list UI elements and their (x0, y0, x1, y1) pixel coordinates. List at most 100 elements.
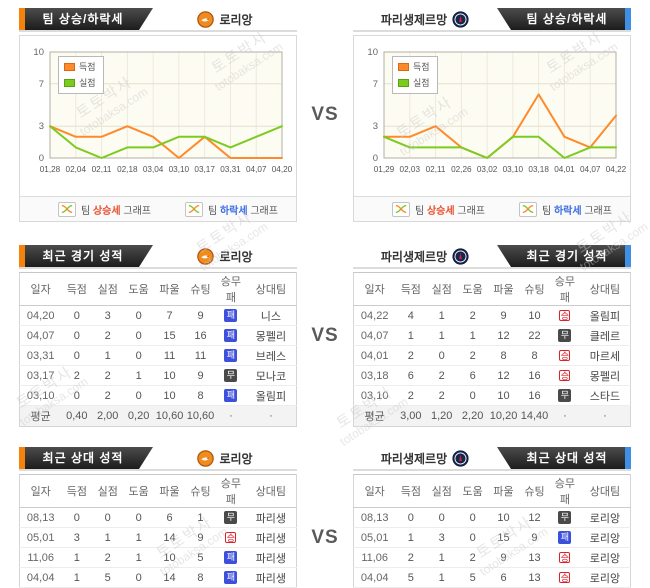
chart-legend: 득점 실점 (58, 56, 104, 94)
stat-cell: 0 (457, 507, 489, 528)
svg-text:03,02: 03,02 (477, 165, 498, 174)
score-legend-label: 득점 (413, 62, 430, 72)
stat-cell: 스타드 (579, 385, 631, 406)
accent-bar-blue (625, 245, 631, 267)
recent-tab-label: 최근 경기 성적 (497, 245, 625, 267)
column-header: 도움 (123, 272, 155, 306)
stat-cell: 올림피 (579, 305, 631, 326)
stat-cell: 로리앙 (579, 547, 631, 568)
stat-cell: 마르세 (579, 345, 631, 366)
column-header: 파울 (154, 474, 185, 508)
stat-cell: 8 (488, 345, 520, 366)
result-cell: 패 (215, 567, 246, 588)
column-header: 상대팀 (579, 272, 631, 306)
stat-cell: 6 (457, 365, 489, 386)
stat-cell: 0 (123, 305, 155, 326)
table-row: 11,06 2 1 2 9 13 승 로리앙 (353, 547, 631, 568)
table-row: 04,01 2 0 2 8 8 승 마르세 (353, 345, 631, 366)
column-header: 일자 (353, 272, 396, 306)
stat-cell: 11,06 (353, 547, 396, 568)
accent-bar-orange (19, 8, 25, 30)
recent-right-block: 파리생제르망 최근 경기 성적 일자 득점 실점 도움 파울 슈팅 승무패 상대팀 04,22… (353, 245, 631, 427)
table-row: 05,01 3 1 1 14 9 승 파리생 (19, 527, 297, 548)
stat-cell: 1 (426, 325, 458, 346)
result-cell: 패 (215, 305, 246, 326)
result-badge-loss: 패 (224, 349, 238, 362)
stat-cell: 9 (185, 527, 216, 548)
stat-cell: 22 (519, 325, 550, 346)
svg-text:10: 10 (33, 47, 44, 58)
stat-cell: 10 (154, 547, 185, 568)
trend-left-block: 팀 상승/하락세 로리앙 0 3 7 10 01,28 02,04 02,11 02,18 03… (19, 8, 297, 222)
trend-left-header: 팀 상승/하락세 로리앙 (19, 8, 297, 32)
stat-cell: 로리앙 (579, 567, 631, 588)
stat-cell: 10 (519, 305, 550, 326)
table-row: 03,31 0 1 0 11 11 패 브레스 (19, 345, 297, 366)
stat-cell: 16 (185, 325, 216, 346)
svg-text:03,31: 03,31 (220, 165, 241, 174)
h2h-right-block: 파리생제르망 최근 상대 성적 일자 득점 실점 도움 파울 슈팅 승무패 상대팀 08,13… (353, 447, 631, 588)
column-header: 일자 (19, 474, 62, 508)
stat-cell: 1 (92, 527, 124, 548)
stat-cell: 16 (519, 385, 550, 406)
column-header: 득점 (395, 474, 427, 508)
result-badge-loss: 패 (558, 531, 572, 544)
svg-text:7: 7 (39, 79, 44, 90)
column-header: 실점 (92, 272, 124, 306)
stat-cell: 클레르 (579, 325, 631, 346)
result-cell: 패 (215, 325, 246, 346)
average-cell: 평균 (19, 405, 62, 427)
average-cell: 10,60 (154, 405, 186, 427)
h2h-tab-label: 최근 상대 성적 (25, 447, 153, 469)
team-right-header: 파리생제르망 (353, 8, 497, 30)
svg-text:02,11: 02,11 (426, 165, 446, 174)
stat-cell: 15 (154, 325, 186, 346)
stat-cell: 14 (154, 567, 185, 588)
result-badge-win: 승 (559, 310, 571, 322)
average-cell: 2,00 (92, 405, 124, 427)
team-left-name: 로리앙 (219, 451, 253, 466)
stat-cell: 2 (92, 385, 124, 406)
result-cell: 승 (549, 547, 580, 568)
stat-cell: 1 (426, 305, 458, 326)
column-header: 득점 (61, 272, 93, 306)
stat-cell: 9 (185, 305, 216, 326)
psg-logo-icon (452, 247, 469, 265)
h2h-left-header: 최근 상대 성적 로리앙 (19, 447, 297, 471)
stat-cell: 2 (92, 547, 124, 568)
psg-logo-icon (452, 449, 469, 467)
svg-text:7: 7 (373, 79, 378, 90)
stat-cell: 11,06 (19, 547, 62, 568)
stat-cell: 11 (154, 345, 186, 366)
stat-cell: 08,13 (353, 507, 396, 528)
average-cell: 10,60 (185, 405, 216, 427)
stat-cell: 5 (395, 567, 427, 588)
result-badge-loss: 패 (224, 571, 238, 584)
concede-swatch (64, 78, 75, 87)
stat-cell: 1 (123, 547, 155, 568)
svg-text:03,10: 03,10 (169, 165, 190, 174)
average-cell: · (549, 405, 580, 427)
svg-text:3: 3 (373, 121, 378, 132)
stat-cell: 08,13 (19, 507, 62, 528)
team-right-name: 파리생제르망 (380, 249, 448, 264)
column-header: 일자 (19, 272, 62, 306)
result-badge-win: 승 (559, 370, 571, 382)
result-badge-win: 승 (225, 532, 237, 544)
stat-cell: 2 (426, 365, 458, 386)
column-header: 상대팀 (245, 474, 297, 508)
stat-cell: 1 (457, 325, 489, 346)
stat-cell: 올림피 (245, 385, 297, 406)
recent-right-header: 파리생제르망 최근 경기 성적 (353, 245, 631, 269)
result-badge-draw: 무 (224, 511, 238, 524)
stat-cell: 04,07 (353, 325, 396, 346)
stat-cell: 2 (457, 305, 489, 326)
stat-cell: 03,10 (19, 385, 62, 406)
stat-cell: 1 (92, 345, 124, 366)
svg-text:04,20: 04,20 (272, 165, 293, 174)
result-cell: 무 (215, 507, 246, 528)
team-left-name: 로리앙 (219, 12, 253, 27)
stat-cell: 6 (154, 507, 185, 528)
stat-cell: 0 (61, 507, 93, 528)
stat-cell: 5 (457, 567, 489, 588)
